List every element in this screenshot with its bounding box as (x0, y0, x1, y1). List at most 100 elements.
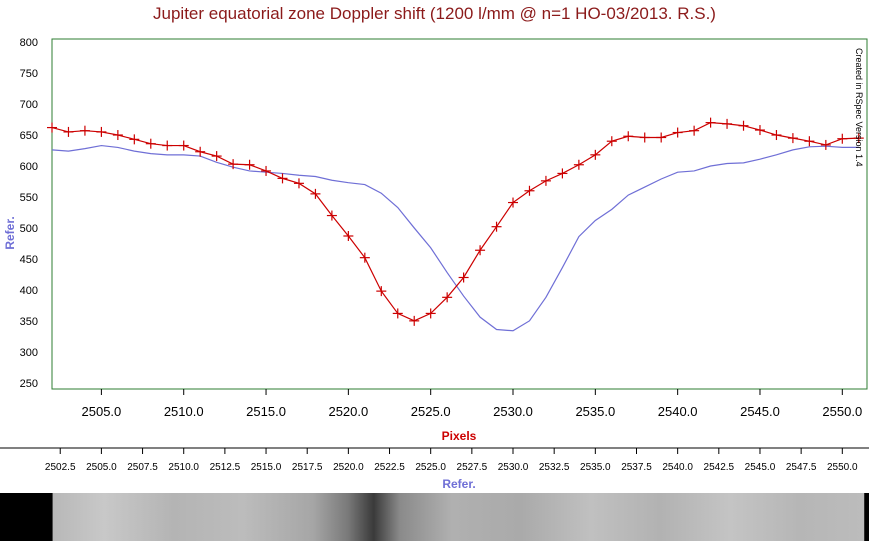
x-tick-label: 2515.0 (246, 404, 286, 419)
data-point-cross (623, 131, 634, 142)
data-point-cross (820, 139, 831, 150)
secondary-x-tick-label: 2520.0 (333, 462, 364, 473)
x-tick-label: 2520.0 (328, 404, 368, 419)
data-point-cross (96, 126, 107, 137)
data-point-cross (689, 125, 700, 136)
data-point-cross (606, 136, 617, 147)
data-point-cross (261, 165, 272, 176)
data-point-cross (195, 146, 206, 157)
data-point-cross (277, 173, 288, 184)
secondary-x-tick-label: 2545.0 (745, 462, 776, 473)
data-point-cross (293, 178, 304, 189)
y-tick-label: 300 (20, 347, 38, 359)
data-point-cross (837, 133, 848, 144)
x-tick-label: 2510.0 (164, 404, 204, 419)
data-point-cross (705, 117, 716, 128)
secondary-x-tick-label: 2505.0 (86, 462, 117, 473)
x-axis-ticks: 2505.0 2510.0 2515.0 2520.0 2525.0 2530.0 2535… (82, 389, 862, 419)
data-point-cross (425, 308, 436, 319)
data-point-cross (491, 221, 502, 232)
y-tick-label: 450 (20, 254, 38, 266)
data-point-cross (804, 136, 815, 147)
secondary-x-tick-label: 2530.0 (498, 462, 529, 473)
data-point-cross (540, 175, 551, 186)
data-point-cross (79, 125, 90, 136)
secondary-x-tick-label: 2512.5 (210, 462, 241, 473)
data-point-cross (508, 197, 519, 208)
secondary-x-tick-label: 2507.5 (127, 462, 158, 473)
spectrum-strip-image (0, 493, 869, 541)
x-tick-label: 2530.0 (493, 404, 533, 419)
secondary-x-tick-label: 2510.0 (168, 462, 199, 473)
data-point-cross (557, 168, 568, 179)
y-tick-label: 600 (20, 161, 38, 173)
secondary-x-tick-label: 2535.0 (580, 462, 611, 473)
y-tick-label: 800 (20, 37, 38, 49)
data-point-cross (771, 130, 782, 141)
data-point-cross (475, 245, 486, 256)
data-point-cross (722, 118, 733, 129)
series-shifted-crosses (47, 117, 864, 326)
reference-line (51, 144, 859, 332)
y-axis-label: Refer. (3, 216, 17, 249)
x-tick-label: 2545.0 (740, 404, 780, 419)
data-point-cross (392, 308, 403, 319)
secondary-x-tick-label: 2532.5 (539, 462, 570, 473)
data-point-cross (590, 149, 601, 160)
data-point-cross (310, 188, 321, 199)
y-tick-label: 400 (20, 285, 38, 297)
data-point-cross (656, 132, 667, 143)
data-point-cross (442, 292, 453, 303)
x-tick-label: 2535.0 (575, 404, 615, 419)
data-point-cross (738, 120, 749, 131)
secondary-x-tick-label: 2515.0 (251, 462, 282, 473)
secondary-x-tick-label: 2502.5 (45, 462, 76, 473)
x-tick-label: 2550.0 (822, 404, 862, 419)
data-point-cross (178, 140, 189, 151)
software-credit-note: Created in RSpec Version 1.4 (854, 48, 864, 167)
y-tick-label: 250 (20, 378, 38, 390)
data-point-cross (754, 125, 765, 136)
data-point-cross (244, 159, 255, 170)
data-point-cross (458, 272, 469, 283)
data-point-cross (672, 127, 683, 138)
data-point-cross (343, 230, 354, 241)
data-point-cross (639, 132, 650, 143)
secondary-x-axis-label: Refer. (442, 477, 475, 491)
data-point-cross (129, 134, 140, 145)
secondary-x-tick-label: 2547.5 (786, 462, 817, 473)
x-tick-label: 2505.0 (82, 404, 122, 419)
secondary-x-tick-label: 2522.5 (374, 462, 405, 473)
data-point-cross (145, 138, 156, 149)
data-point-cross (787, 133, 798, 144)
y-tick-label: 550 (20, 192, 38, 204)
y-tick-label: 750 (20, 68, 38, 80)
data-point-cross (47, 122, 57, 133)
plot-frame (51, 38, 868, 390)
data-point-cross (524, 185, 535, 196)
data-point-cross (573, 159, 584, 170)
secondary-x-axis-ticks: 2502.5 2505.0 2507.5 2510.0 2512.5 2515.0 2517… (45, 448, 858, 473)
data-point-cross (853, 133, 864, 144)
series-reference-line (51, 144, 859, 332)
data-point-cross (112, 130, 123, 141)
data-point-cross (326, 210, 337, 221)
y-tick-label: 700 (20, 99, 38, 111)
secondary-x-tick-label: 2517.5 (292, 462, 323, 473)
secondary-x-tick-label: 2542.5 (704, 462, 735, 473)
y-tick-label: 350 (20, 316, 38, 328)
data-point-cross (376, 286, 387, 297)
secondary-x-tick-label: 2550.0 (827, 462, 858, 473)
data-point-cross (228, 159, 239, 170)
x-tick-label: 2525.0 (411, 404, 451, 419)
secondary-x-tick-label: 2527.5 (457, 462, 488, 473)
secondary-x-tick-label: 2537.5 (621, 462, 652, 473)
data-point-cross (162, 140, 173, 151)
chart-title: Jupiter equatorial zone Doppler shift (1… (153, 4, 716, 23)
data-point-cross (409, 315, 420, 326)
data-point-cross (359, 252, 370, 263)
x-axis-label: Pixels (442, 429, 477, 443)
y-axis-ticks: 800 750 700 650 600 550 500 450 400 350 300 250 (20, 37, 38, 390)
x-tick-label: 2540.0 (658, 404, 698, 419)
data-point-cross (211, 151, 222, 162)
